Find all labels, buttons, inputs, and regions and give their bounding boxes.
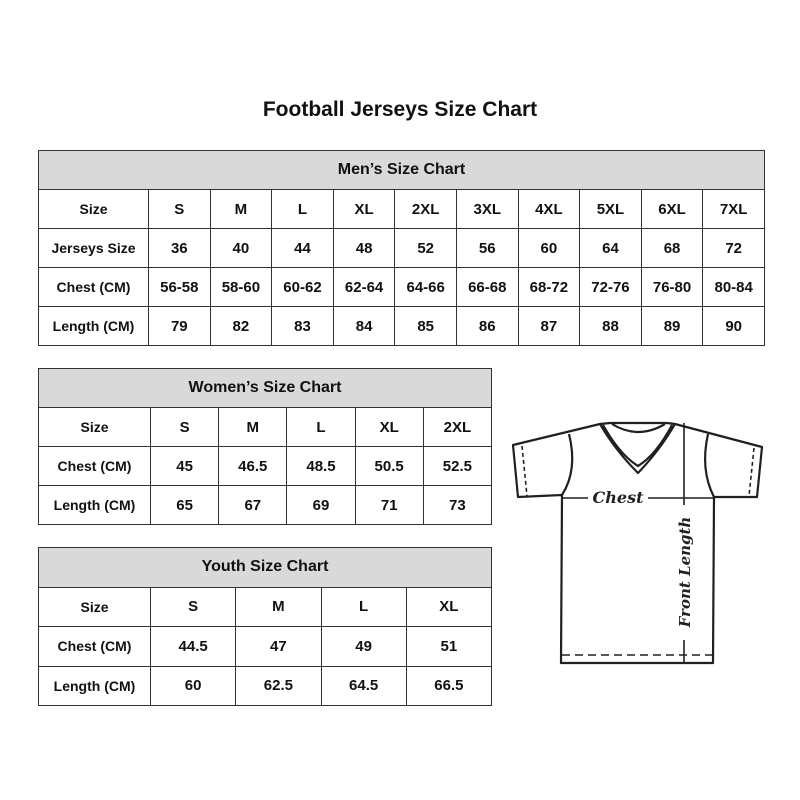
jersey-outline xyxy=(511,422,764,665)
table-row: Chest (CM) 44.5 47 49 51 xyxy=(38,626,493,667)
column-header: L xyxy=(286,407,356,447)
column-header: 7XL xyxy=(702,189,765,229)
table-cell: 60 xyxy=(517,228,581,268)
left-armhole xyxy=(561,433,574,496)
table-cell: 79 xyxy=(148,306,211,346)
column-header: 5XL xyxy=(579,189,642,229)
table-row: Length (CM) 79 82 83 84 85 86 87 88 89 90 xyxy=(38,306,765,346)
table-row: Length (CM) 65 67 69 71 73 xyxy=(38,485,493,525)
column-header: 6XL xyxy=(640,189,704,229)
column-header: XL xyxy=(354,407,424,447)
table-cell: 48 xyxy=(332,228,396,268)
neck-collar xyxy=(598,421,677,475)
table-cell: 69 xyxy=(286,485,356,525)
table-cell: 60-62 xyxy=(271,267,334,307)
column-header: XL xyxy=(332,189,396,229)
table-cell: 56-58 xyxy=(148,267,211,307)
right-armhole xyxy=(704,433,715,498)
table-cell: 51 xyxy=(405,626,493,667)
mens-size-table: Men’s Size Chart Size S M L XL 2XL 3XL 4XL 5XL 6XL… xyxy=(38,150,765,346)
column-header: XL xyxy=(405,586,493,627)
row-label: Size xyxy=(38,586,151,627)
table-cell: 65 xyxy=(149,485,220,525)
table-cell: 67 xyxy=(218,485,288,525)
table-cell: 44.5 xyxy=(149,626,237,667)
column-header: 2XL xyxy=(422,407,493,447)
table-cell: 36 xyxy=(148,228,211,268)
table-row: Size S M L XL 2XL xyxy=(38,407,493,447)
table-cell: 49 xyxy=(320,626,407,667)
table-cell: 44 xyxy=(271,228,334,268)
table-cell: 62-64 xyxy=(332,267,396,307)
table-cell: 88 xyxy=(579,306,642,346)
column-header: L xyxy=(320,586,407,627)
column-header: M xyxy=(235,586,322,627)
table-cell: 87 xyxy=(517,306,581,346)
column-header: M xyxy=(218,407,288,447)
table-cell: 62.5 xyxy=(235,665,322,706)
row-label: Length (CM) xyxy=(38,306,149,346)
table-cell: 40 xyxy=(209,228,273,268)
table-cell: 66.5 xyxy=(405,665,493,706)
table-cell: 72-76 xyxy=(579,267,642,307)
table-cell: 90 xyxy=(702,306,765,346)
womens-size-table: Women’s Size Chart Size S M L XL 2XL Chest (CM)… xyxy=(38,368,493,525)
front-length-label: Front Length xyxy=(676,517,694,629)
chest-label: Chest xyxy=(593,488,645,507)
table-cell: 52.5 xyxy=(422,446,493,486)
table-cell: 76-80 xyxy=(640,267,704,307)
row-label: Size xyxy=(38,407,151,447)
table-heading: Men’s Size Chart xyxy=(38,150,765,190)
table-row: Size S M L XL 2XL 3XL 4XL 5XL 6XL 7XL xyxy=(38,189,765,229)
table-row: Chest (CM) 45 46.5 48.5 50.5 52.5 xyxy=(38,446,493,486)
left-sleeve-hem xyxy=(521,445,528,497)
youth-size-table: Youth Size Chart Size S M L XL Chest (CM) 44.5 4… xyxy=(38,547,493,706)
row-label: Size xyxy=(38,189,149,229)
table-cell: 82 xyxy=(209,306,273,346)
column-header: S xyxy=(149,586,237,627)
table-heading: Women’s Size Chart xyxy=(38,368,492,408)
row-label: Chest (CM) xyxy=(38,446,151,486)
table-cell: 68 xyxy=(640,228,704,268)
page-title: Football Jerseys Size Chart xyxy=(262,98,538,121)
table-cell: 50.5 xyxy=(354,446,424,486)
row-label: Chest (CM) xyxy=(38,626,151,667)
table-cell: 60 xyxy=(149,665,237,706)
table-row: Length (CM) 60 62.5 64.5 66.5 xyxy=(38,665,493,706)
table-row: Jerseys Size 36 40 44 48 52 56 60 64 68 72 xyxy=(38,228,765,268)
table-cell: 45 xyxy=(149,446,220,486)
table-cell: 66-68 xyxy=(455,267,519,307)
table-cell: 48.5 xyxy=(286,446,356,486)
table-cell: 85 xyxy=(394,306,457,346)
table-cell: 47 xyxy=(235,626,322,667)
table-row: Size S M L XL xyxy=(38,586,493,627)
table-cell: 86 xyxy=(455,306,519,346)
table-cell: 80-84 xyxy=(702,267,765,307)
table-cell: 71 xyxy=(354,485,424,525)
table-cell: 73 xyxy=(422,485,493,525)
row-label: Jerseys Size xyxy=(38,228,149,268)
table-cell: 68-72 xyxy=(517,267,581,307)
right-sleeve-hem xyxy=(748,447,755,497)
table-heading: Youth Size Chart xyxy=(38,547,492,588)
column-header: S xyxy=(149,407,220,447)
column-header: L xyxy=(271,189,334,229)
table-cell: 84 xyxy=(332,306,396,346)
table-cell: 64.5 xyxy=(320,665,407,706)
row-label: Length (CM) xyxy=(38,485,151,525)
